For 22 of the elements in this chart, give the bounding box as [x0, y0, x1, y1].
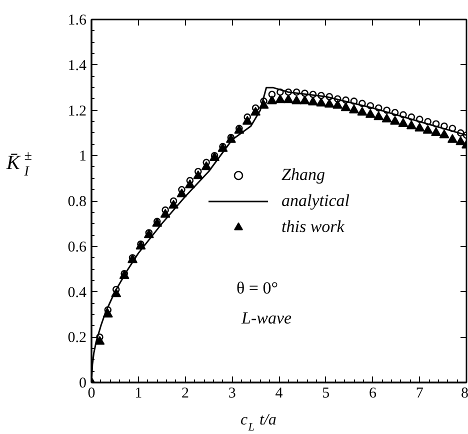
x-tick-label: 3 [228, 386, 236, 402]
x-tick-label: 2 [182, 386, 189, 402]
y-tick-label: 0.4 [68, 284, 87, 301]
legend-label: this work [282, 216, 344, 236]
y-tick-label: 1.4 [68, 58, 87, 74]
y-tick-label: 1.2 [68, 103, 86, 120]
y-tick-label: 1.6 [68, 12, 87, 28]
y-tick-label: 0.8 [68, 194, 86, 210]
x-tick-label: 8 [461, 386, 468, 402]
y-tick-label: 1 [79, 148, 86, 165]
x-tick-label: 4 [275, 386, 284, 402]
y-tick-label: 0 [79, 376, 86, 392]
x-tick-label: 6 [369, 386, 377, 402]
annotation: L-wave [240, 308, 292, 328]
y-tick-label: 0.2 [68, 330, 86, 346]
y-tick-label: 0.6 [68, 239, 87, 256]
x-tick-label: 1 [134, 386, 142, 402]
legend-label: Zhang [282, 164, 325, 184]
x-tick-label: 5 [322, 386, 330, 402]
x-tick-label: 7 [416, 386, 424, 402]
legend-label: analytical [282, 190, 350, 210]
annotation: θ = 0° [236, 278, 278, 298]
